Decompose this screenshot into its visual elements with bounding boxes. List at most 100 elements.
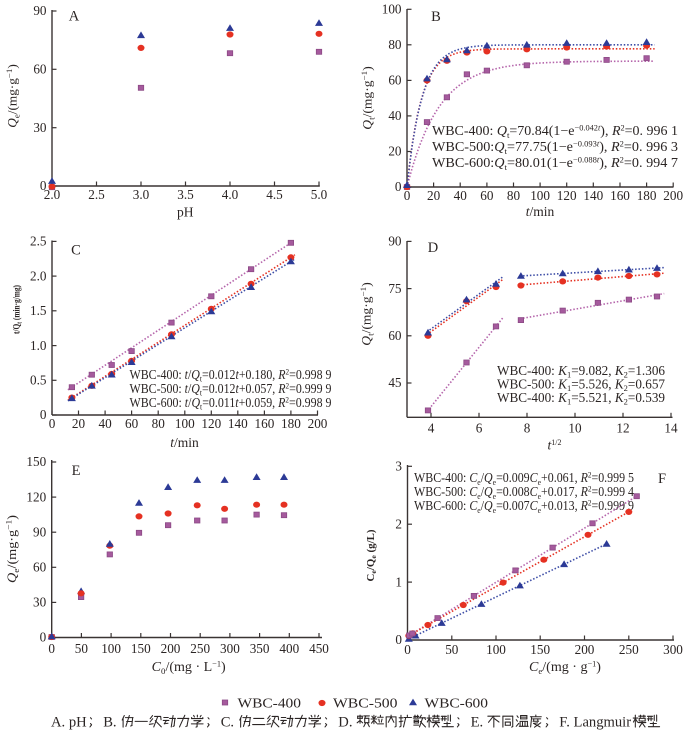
svg-text:100: 100 xyxy=(101,641,121,656)
svg-text:200: 200 xyxy=(161,641,181,656)
svg-text:50: 50 xyxy=(445,642,459,657)
svg-text:0.5: 0.5 xyxy=(30,373,47,388)
svg-text:F. Langmuir: F. Langmuir xyxy=(559,715,631,731)
svg-text:F: F xyxy=(658,471,666,487)
svg-text:C.: C. xyxy=(221,715,234,731)
svg-text:400: 400 xyxy=(279,641,299,656)
svg-text:150: 150 xyxy=(26,454,46,469)
svg-text:40: 40 xyxy=(99,416,113,431)
svg-text:0: 0 xyxy=(49,416,56,431)
svg-text:450: 450 xyxy=(309,641,329,656)
svg-text:120: 120 xyxy=(557,188,577,203)
svg-text:WBC-600: Ce​/Qe​=0.007Ce​+0.01: WBC-600: Ce​/Qe​=0.007Ce​+0.013, R2​=0.9… xyxy=(414,498,634,515)
svg-text:t/min: t/min xyxy=(526,204,555,219)
svg-text:8: 8 xyxy=(524,421,531,436)
svg-text:D.: D. xyxy=(338,715,352,731)
svg-text:0: 0 xyxy=(404,188,411,203)
svg-text:0: 0 xyxy=(404,642,411,657)
svg-text:300: 300 xyxy=(663,642,683,657)
svg-text:0: 0 xyxy=(48,641,55,656)
svg-text:30: 30 xyxy=(33,120,47,135)
svg-text:60: 60 xyxy=(388,73,402,88)
svg-text:20: 20 xyxy=(72,416,86,431)
svg-text:45: 45 xyxy=(388,375,402,390)
svg-text:3.5: 3.5 xyxy=(177,187,194,202)
svg-text:12: 12 xyxy=(616,421,629,436)
svg-text:60: 60 xyxy=(33,560,47,575)
svg-text:D: D xyxy=(428,240,438,256)
svg-text:t/Qt​ (min·g/mg): t/Qt​ (min·g/mg) xyxy=(12,285,24,334)
svg-text:150: 150 xyxy=(131,641,151,656)
svg-text:100: 100 xyxy=(530,188,550,203)
svg-text:t/min: t/min xyxy=(170,435,199,450)
svg-text:0: 0 xyxy=(395,632,402,647)
svg-text:1.5: 1.5 xyxy=(30,303,47,318)
svg-text:100: 100 xyxy=(175,416,195,431)
svg-text:A. pH: A. pH xyxy=(51,715,87,731)
svg-text:200: 200 xyxy=(308,416,328,431)
svg-text:20: 20 xyxy=(427,188,441,203)
svg-text:180: 180 xyxy=(637,188,657,203)
svg-text:60: 60 xyxy=(480,188,494,203)
svg-text:140: 140 xyxy=(583,188,603,203)
svg-text:90: 90 xyxy=(33,3,47,18)
svg-text:E.: E. xyxy=(471,715,484,731)
svg-text:90: 90 xyxy=(388,234,402,249)
svg-text:200: 200 xyxy=(663,188,683,203)
svg-text:300: 300 xyxy=(220,641,240,656)
svg-text:WBC-400: Qt​=70.84(1−e−0.042t​: WBC-400: Qt​=70.84(1−e−0.042t​), R2​=0. … xyxy=(432,123,678,140)
svg-text:80: 80 xyxy=(152,416,166,431)
svg-text:4: 4 xyxy=(428,421,435,436)
svg-text:2.0: 2.0 xyxy=(30,268,47,283)
svg-text:pH: pH xyxy=(177,205,194,220)
svg-text:90: 90 xyxy=(33,524,47,539)
svg-text:A: A xyxy=(69,9,80,25)
svg-text:350: 350 xyxy=(250,641,270,656)
svg-text:60: 60 xyxy=(125,416,139,431)
svg-text:200: 200 xyxy=(575,642,595,657)
svg-text:3.0: 3.0 xyxy=(133,187,150,202)
svg-text:WBC-400: WBC-400 xyxy=(238,697,302,712)
svg-text:100: 100 xyxy=(486,642,506,657)
svg-text:WBC-500:Qt​=77.75(1−e−0.093t​): WBC-500:Qt​=77.75(1−e−0.093t​), R2​=0. 9… xyxy=(432,139,678,156)
svg-text:5.0: 5.0 xyxy=(311,187,328,202)
svg-text:C: C xyxy=(71,243,81,259)
svg-text:80: 80 xyxy=(388,37,402,52)
svg-text:80: 80 xyxy=(507,188,521,203)
svg-text:40: 40 xyxy=(388,108,402,123)
svg-text:10: 10 xyxy=(568,421,582,436)
svg-text:120: 120 xyxy=(201,416,221,431)
svg-text:60: 60 xyxy=(33,62,47,77)
svg-text:0: 0 xyxy=(40,630,47,645)
svg-text:3: 3 xyxy=(395,459,402,474)
svg-text:E: E xyxy=(72,463,81,479)
svg-text:4.0: 4.0 xyxy=(222,187,239,202)
svg-text:75: 75 xyxy=(388,281,402,296)
svg-text:WBC-600: WBC-600 xyxy=(425,697,489,712)
svg-text:B: B xyxy=(431,9,441,25)
svg-text:WBC-500: WBC-500 xyxy=(333,697,398,712)
svg-text:WBC-400: K1​=5.521, K2​=0.539: WBC-400: K1​=5.521, K2​=0.539 xyxy=(497,390,665,407)
svg-text:B.: B. xyxy=(103,715,116,731)
svg-text:14: 14 xyxy=(664,421,678,436)
svg-text:30: 30 xyxy=(33,595,47,610)
svg-text:160: 160 xyxy=(255,416,275,431)
svg-text:0: 0 xyxy=(395,179,402,194)
svg-text:4.5: 4.5 xyxy=(266,187,283,202)
svg-text:180: 180 xyxy=(281,416,301,431)
svg-text:250: 250 xyxy=(619,642,639,657)
svg-text:140: 140 xyxy=(228,416,248,431)
svg-text:20: 20 xyxy=(388,144,402,159)
svg-text:6: 6 xyxy=(476,421,483,436)
svg-text:1.0: 1.0 xyxy=(30,338,47,353)
svg-text:2.5: 2.5 xyxy=(30,234,47,249)
svg-text:150: 150 xyxy=(530,642,550,657)
svg-text:0: 0 xyxy=(40,407,47,422)
svg-text:WBC-600:Qt​=80.01(1−e−0.088t​): WBC-600:Qt​=80.01(1−e−0.088t​), R2​=0. 9… xyxy=(432,155,678,172)
svg-text:40: 40 xyxy=(454,188,468,203)
svg-text:120: 120 xyxy=(26,489,46,504)
svg-text:100: 100 xyxy=(382,2,402,17)
svg-text:50: 50 xyxy=(75,641,89,656)
svg-text:2: 2 xyxy=(395,516,402,531)
svg-text:2.5: 2.5 xyxy=(88,187,105,202)
